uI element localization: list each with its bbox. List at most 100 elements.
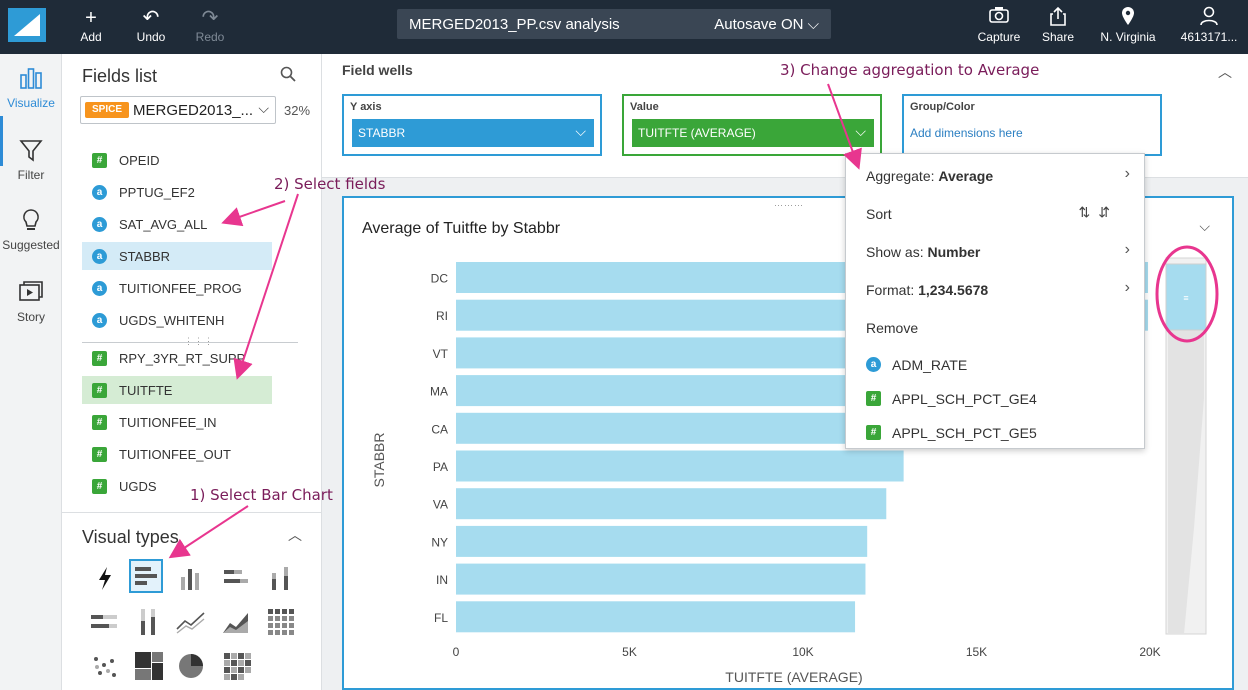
dataset-name: MERGED2013_... bbox=[133, 102, 254, 119]
field-item-tuitionfee-out[interactable]: # TUITIONFEE_OUT bbox=[82, 440, 272, 468]
pie-chart-icon[interactable] bbox=[174, 649, 208, 683]
bar-fl[interactable] bbox=[456, 601, 856, 633]
value-well[interactable]: Value TUITFTE (AVERAGE) ⌵ bbox=[622, 94, 882, 156]
nav-suggested[interactable]: Suggested bbox=[0, 208, 62, 252]
sort-ascending-icon[interactable]: ⇅ bbox=[1078, 204, 1099, 220]
filter-icon bbox=[0, 138, 62, 168]
area-chart-icon[interactable] bbox=[220, 605, 254, 639]
chevron-down-icon: ⌵ bbox=[258, 100, 269, 116]
field-item-opeid[interactable]: # OPEID bbox=[82, 146, 272, 174]
add-dimensions-link[interactable]: Add dimensions here bbox=[910, 126, 1023, 140]
share-button[interactable]: Share bbox=[1040, 6, 1076, 44]
pivot-table-icon[interactable] bbox=[264, 605, 298, 639]
analysis-title-bar[interactable]: MERGED2013_PP.csv analysis Autosave ON ⌵ bbox=[397, 9, 831, 39]
nav-story[interactable]: Story bbox=[0, 280, 62, 324]
field-item-ugds-whitenh[interactable]: a UGDS_WHITENH bbox=[82, 306, 272, 334]
measure-icon: # bbox=[866, 391, 881, 406]
y-tick-label: FL bbox=[434, 611, 448, 625]
region-selector[interactable]: N. Virginia bbox=[1098, 6, 1158, 44]
sort-descending-icon[interactable]: ⇵ bbox=[1098, 204, 1118, 220]
show-as-menu-item[interactable]: Show as: Number › bbox=[866, 241, 1130, 260]
group-color-well-label: Group/Color bbox=[910, 101, 975, 113]
nav-active-indicator bbox=[0, 116, 3, 166]
100-percent-column-chart-icon[interactable] bbox=[132, 605, 166, 639]
aggregate-menu-item[interactable]: Aggregate: Average › bbox=[866, 165, 1130, 184]
bar-pa[interactable] bbox=[456, 450, 904, 482]
dimension-icon: a bbox=[92, 281, 107, 296]
visual-types-title: Visual types bbox=[82, 527, 179, 547]
drag-handle-icon[interactable]: ⋮⋮⋮ bbox=[184, 336, 214, 346]
dimension-icon: a bbox=[92, 217, 107, 232]
field-item-sat-avg-all[interactable]: a SAT_AVG_ALL bbox=[82, 210, 272, 238]
line-chart-icon[interactable] bbox=[174, 605, 208, 639]
dimension-icon: a bbox=[92, 185, 107, 200]
capture-button[interactable]: Capture bbox=[975, 6, 1023, 44]
analysis-title[interactable]: MERGED2013_PP.csv analysis bbox=[409, 16, 620, 33]
remove-menu-item[interactable]: Remove bbox=[866, 320, 919, 336]
lightbulb-icon bbox=[0, 208, 62, 238]
chevron-down-icon[interactable]: ⌵ bbox=[1199, 218, 1210, 234]
format-menu-item[interactable]: Format: 1,234.5678 › bbox=[866, 279, 1130, 298]
measure-icon: # bbox=[92, 153, 107, 168]
story-icon bbox=[0, 280, 62, 310]
field-item-tuitionfee-in[interactable]: # TUITIONFEE_IN bbox=[82, 408, 272, 436]
drag-handle-icon: ≡ bbox=[1183, 293, 1188, 303]
vertical-bar-chart-icon[interactable] bbox=[174, 561, 208, 595]
stacked-bar-chart-icon[interactable] bbox=[220, 561, 254, 595]
quicksight-logo[interactable] bbox=[8, 8, 46, 42]
dataset-select[interactable]: SPICE MERGED2013_... ⌵ bbox=[80, 96, 276, 124]
chevron-right-icon: › bbox=[1124, 165, 1130, 182]
tree-map-icon[interactable] bbox=[132, 649, 166, 683]
account-menu[interactable]: 4613171... bbox=[1178, 6, 1240, 44]
redo-button[interactable]: ↷ Redo bbox=[192, 6, 228, 44]
nav-visualize[interactable]: Visualize bbox=[0, 66, 62, 110]
y-axis-field-chip[interactable]: STABBR ⌵ bbox=[352, 119, 594, 147]
dimension-icon: a bbox=[92, 313, 107, 328]
field-item-ugds[interactable]: # UGDS bbox=[82, 472, 272, 500]
undo-icon: ↶ bbox=[142, 7, 160, 29]
value-field-chip[interactable]: TUITFTE (AVERAGE) ⌵ bbox=[632, 119, 874, 147]
nav-filter[interactable]: Filter bbox=[0, 138, 62, 182]
replace-field-appl-sch-pct-ge5[interactable]: # APPL_SCH_PCT_GE5 bbox=[846, 416, 1144, 450]
field-item-stabbr[interactable]: a STABBR bbox=[82, 242, 272, 270]
chevron-right-icon: › bbox=[1124, 241, 1130, 258]
horizontal-bar-chart-icon[interactable] bbox=[129, 559, 163, 593]
scatter-plot-icon[interactable] bbox=[88, 649, 122, 683]
chevron-up-icon[interactable]: ︿ bbox=[288, 527, 302, 543]
sort-menu-item[interactable]: Sort ⇅⇵ bbox=[866, 204, 1118, 222]
chevron-down-icon: ⌵ bbox=[807, 16, 819, 33]
value-well-label: Value bbox=[630, 101, 659, 113]
annotation-step2: 2) Select fields bbox=[274, 175, 386, 193]
bar-in[interactable] bbox=[456, 563, 866, 595]
autosave-toggle[interactable]: Autosave ON ⌵ bbox=[714, 16, 819, 33]
chevron-up-icon[interactable]: ︿ bbox=[1218, 64, 1232, 80]
y-axis-well-label: Y axis bbox=[350, 101, 382, 113]
top-toolbar: + Add ↶ Undo ↷ Redo MERGED2013_PP.csv an… bbox=[0, 0, 1248, 54]
undo-button[interactable]: ↶ Undo bbox=[133, 6, 169, 44]
replace-field-appl-sch-pct-ge4[interactable]: # APPL_SCH_PCT_GE4 bbox=[846, 382, 1144, 416]
y-tick-label: MA bbox=[430, 385, 448, 399]
stacked-column-chart-icon[interactable] bbox=[264, 561, 298, 595]
field-item-tuitionfee-prog[interactable]: a TUITIONFEE_PROG bbox=[82, 274, 272, 302]
measure-icon: # bbox=[92, 351, 107, 366]
field-item-rpy-3yr-rt-supp[interactable]: # RPY_3YR_RT_SUPP bbox=[82, 344, 272, 372]
y-axis-well[interactable]: Y axis STABBR ⌵ bbox=[342, 94, 602, 156]
y-tick-label: VA bbox=[433, 498, 448, 512]
field-item-tuitfte[interactable]: # TUITFTE bbox=[82, 376, 272, 404]
add-button[interactable]: + Add bbox=[76, 6, 106, 44]
field-item-pptug-ef2[interactable]: a PPTUG_EF2 bbox=[82, 178, 272, 206]
group-color-well[interactable]: Group/Color Add dimensions here bbox=[902, 94, 1162, 156]
search-icon[interactable] bbox=[280, 66, 296, 87]
x-tick-label: 10K bbox=[792, 645, 813, 659]
replace-field-adm-rate[interactable]: a ADM_RATE bbox=[846, 348, 1144, 382]
logo-icon bbox=[14, 14, 40, 36]
bar-ny[interactable] bbox=[456, 525, 868, 557]
drag-handle-icon[interactable]: ⋯⋯⋯ bbox=[774, 200, 804, 210]
bar-va[interactable] bbox=[456, 488, 887, 520]
heat-map-icon[interactable] bbox=[220, 649, 254, 683]
x-axis-title: TUITFTE (AVERAGE) bbox=[725, 669, 862, 685]
y-tick-label: NY bbox=[431, 535, 448, 549]
chevron-down-icon: ⌵ bbox=[575, 123, 586, 139]
autograph-icon[interactable] bbox=[88, 561, 122, 595]
100-percent-bar-chart-icon[interactable] bbox=[88, 605, 122, 639]
